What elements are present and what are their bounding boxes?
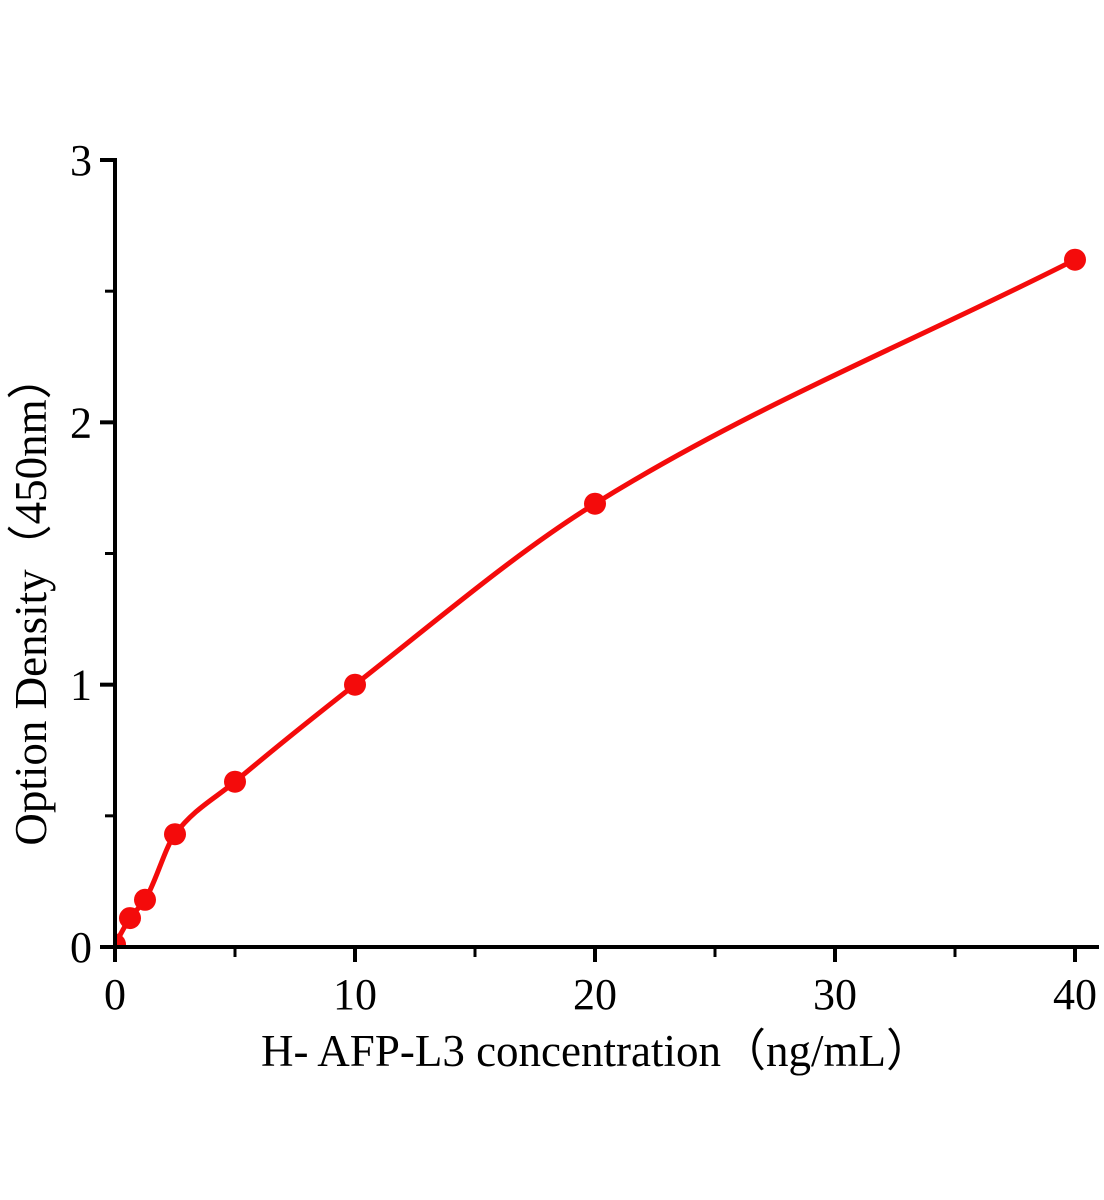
y-axis-title: Option Density（450nm） — [6, 354, 56, 845]
x-tick-label: 10 — [333, 970, 377, 1019]
fit-curve — [115, 257, 1077, 946]
y-tick-label: 2 — [70, 398, 92, 447]
data-point — [1064, 248, 1086, 271]
y-tick-label: 1 — [70, 661, 92, 710]
y-tick-label: 3 — [70, 136, 92, 185]
x-tick-label: 0 — [104, 970, 126, 1019]
y-tick-label: 0 — [70, 923, 92, 972]
x-axis-title: H- AFP-L3 concentration（ng/mL） — [261, 1026, 931, 1076]
data-point — [584, 492, 606, 515]
data-point — [134, 888, 156, 911]
data-point — [164, 823, 186, 846]
data-point — [115, 933, 126, 947]
data-point — [344, 673, 366, 696]
axes: 0 10 20 30 40 0 1 2 3 — [70, 136, 1099, 1019]
x-tick-label: 20 — [573, 970, 617, 1019]
data-point — [224, 770, 246, 793]
x-tick-label: 40 — [1053, 970, 1097, 1019]
x-tick-label: 30 — [813, 970, 857, 1019]
data-point — [119, 907, 141, 930]
plot-content — [115, 248, 1086, 947]
